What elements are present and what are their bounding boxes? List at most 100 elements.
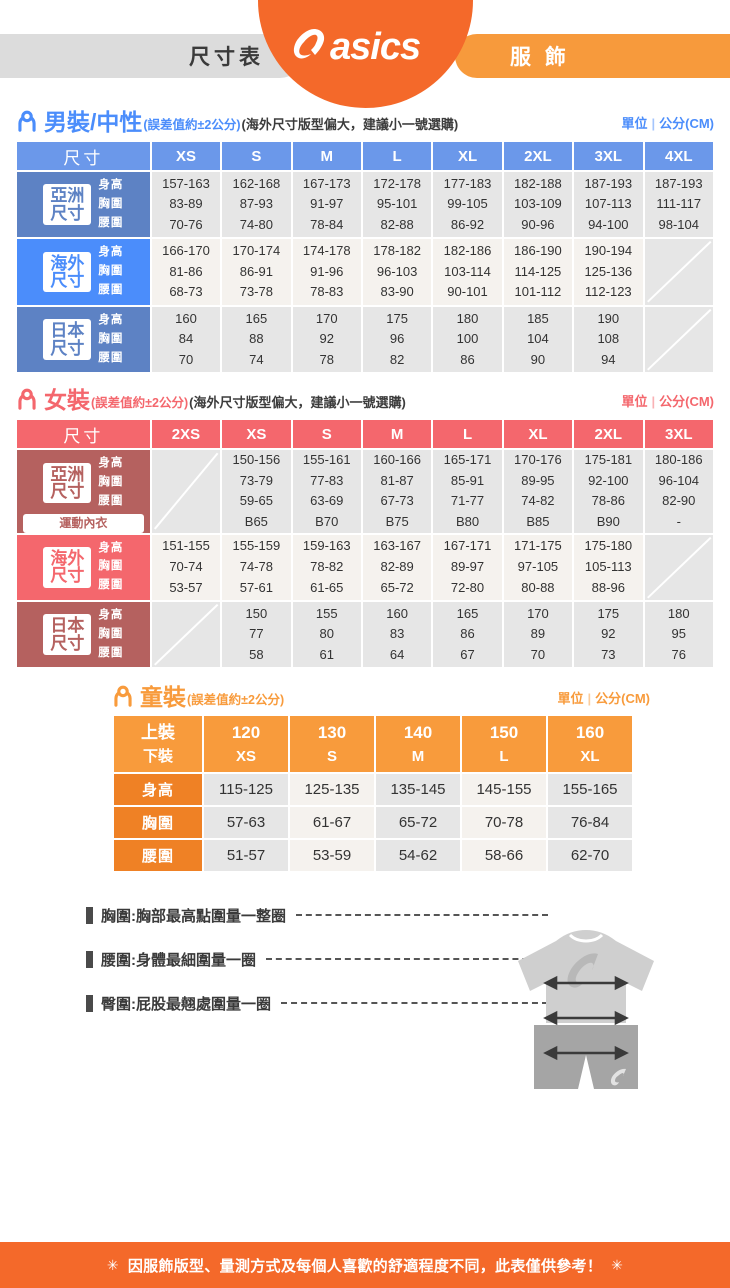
table-row: 亞洲 尺寸 身高 胸圍 腰圍 運動內衣 150-156 73-79 59-65 B65 155-16… [17, 450, 713, 533]
table-row: 海外 尺寸 身高 胸圍 腰圍 151-155 70-74 53-57 155-159 74-78 5… [17, 534, 713, 600]
cell: 180-186 96-104 82-90- [644, 450, 713, 533]
men-col-header-xl: XL [433, 142, 502, 170]
women-size-header: 尺寸 [17, 420, 150, 449]
cell: 150 77 58 [222, 601, 291, 668]
cell: 166-170 81-86 68-73 [151, 239, 221, 305]
cell: 178-182 96-103 83-90 [362, 239, 432, 305]
women-size-table: 尺寸 2XS XS S M L XL 2XL 3XL 亞洲 尺寸 身高 胸圍 腰圍 運動內衣 150-156 7… [15, 418, 715, 669]
cell: 155-161 77-83 63-69 B70 [292, 450, 361, 533]
metric-labels: 身高 胸圍 腰圍 [98, 313, 124, 364]
men-size-header: 尺寸 [17, 142, 150, 170]
kids-unit: 單位 | 公分(CM) [557, 691, 650, 707]
cell: 61-67 [290, 807, 374, 839]
extra-metric-label: 運動內衣 [23, 513, 144, 533]
asics-logo-icon: asics [293, 26, 421, 66]
cell: 182-188 103-109 90-96 [503, 172, 573, 238]
women-section-note2: (海外尺寸版型偏大，建議小一號選購) [189, 395, 406, 411]
bullet-icon [86, 950, 93, 968]
men-col-header-m: M [292, 142, 361, 170]
metric-labels: 身高 胸圍 腰圍 [98, 457, 124, 507]
cell: 167-173 91-97 78-84 [292, 172, 361, 238]
women-section-title: 女裝 [44, 387, 90, 414]
cell: 167-171 89-97 72-80 [433, 534, 502, 600]
kids-table-header-row: 上裝 下裝 120 XS 130 S 140 M 150 L 160 XL [114, 716, 632, 773]
cell: 180 95 76 [644, 601, 713, 668]
cell: 187-193 107-113 94-100 [574, 172, 643, 238]
cell: 165-171 85-91 71-77 B80 [433, 450, 502, 533]
women-col-header-s: S [292, 420, 361, 449]
women-unit-label: 單位 [621, 394, 648, 410]
cell: 177-183 99-105 86-92 [433, 172, 502, 238]
kids-metric-label: 胸圍 [114, 807, 202, 839]
men-group-label-0: 亞洲 尺寸 身高 胸圍 腰圍 [17, 172, 150, 238]
women-col-header-2xl: 2XL [574, 420, 643, 449]
footer-disclaimer-text: 因服飾版型、量測方式及每個人喜歡的舒適程度不同，此表僅供參考！ [127, 1257, 603, 1275]
cell: 70-78 [462, 807, 546, 839]
men-unit: 單位 | 公分(CM) [621, 116, 714, 131]
men-col-header-3xl: 3XL [574, 142, 643, 170]
cell: 163-167 82-89 65-72 [362, 534, 432, 600]
women-col-header-l: L [433, 420, 502, 449]
men-col-header-s: S [222, 142, 291, 170]
page-header: 尺寸表 服 飾 asics [0, 0, 730, 108]
kids-section-header: 童裝 (誤差值約±2公分) 單位 | 公分(CM) [0, 685, 730, 709]
legend-item-label: 腰圍:身體最細圍量一圈 [101, 951, 256, 969]
cell: 54-62 [376, 840, 460, 872]
women-group-label-0: 亞洲 尺寸 身高 胸圍 腰圍運動內衣 [17, 450, 150, 533]
men-section-note2: (海外尺寸版型偏大，建議小一號選購) [241, 117, 459, 132]
star-icon: ✳ [106, 1256, 119, 1273]
cell: 57-63 [204, 807, 288, 839]
person-icon [18, 388, 36, 411]
cell: 160 83 64 [362, 601, 432, 668]
women-table-header-row: 尺寸 2XS XS S M L XL 2XL 3XL [17, 420, 713, 449]
table-row: 腰圍 51-57 53-59 54-62 58-66 62-70 [114, 840, 632, 872]
cell: 186-190 114-125 101-112 [503, 239, 573, 305]
cell: 170 92 78 [292, 306, 361, 373]
cell [644, 239, 713, 305]
cell: 62-70 [548, 840, 632, 872]
group-name: 亞洲 尺寸 [43, 184, 92, 226]
women-section-note: (誤差值約±2公分) [91, 396, 189, 411]
legend-item: 胸圍:胸部最高點圍量一整圈 [0, 897, 730, 933]
table-row: 日本 尺寸 身高 胸圍 腰圍 160 84 70 165 88 74 170 92 78 175 96 82 18… [17, 306, 713, 373]
group-name: 海外 尺寸 [43, 546, 92, 588]
women-col-header-xs: XS [222, 420, 291, 449]
group-name: 日本 尺寸 [43, 319, 92, 360]
women-col-header-2xs: 2XS [151, 420, 221, 449]
cell: 160 84 70 [151, 306, 221, 373]
women-group-label-1: 海外 尺寸 身高 胸圍 腰圍 [17, 534, 150, 600]
kids-col-header-120: 120 XS [204, 716, 288, 773]
cell: 174-178 91-96 78-83 [292, 239, 361, 305]
women-col-header-m: M [362, 420, 432, 449]
cell: 115-125 [204, 774, 288, 806]
men-unit-label: 單位 [621, 116, 648, 131]
group-name: 亞洲 尺寸 [43, 462, 92, 504]
table-row: 身高 115-125 125-135 135-145 145-155 155-165 [114, 774, 632, 806]
header-tab-size-chart-label: 尺寸表 [189, 46, 264, 69]
cell: 175 96 82 [362, 306, 432, 373]
kids-metric-label: 身高 [114, 774, 202, 806]
men-unit-value: 公分(CM) [659, 116, 714, 131]
leader-line [281, 1002, 548, 1005]
cell [151, 450, 221, 533]
women-group-label-2: 日本 尺寸 身高 胸圍 腰圍 [17, 601, 150, 668]
cell: 162-168 87-93 74-80 [222, 172, 291, 238]
legend-item: 臀圍:屁股最翹處圍量一圈 [0, 985, 730, 1021]
cell: 175-180 105-113 88-96 [574, 534, 643, 600]
cell: 155-159 74-78 57-61 [222, 534, 291, 600]
metric-labels: 身高 胸圍 腰圍 [98, 541, 124, 592]
kids-col-header-150: 150 L [462, 716, 546, 773]
men-section-header: 男裝/中性 (誤差值約±2公分) (海外尺寸版型偏大，建議小一號選購) 單位 | 公… [0, 110, 730, 134]
cell: 172-178 95-101 82-88 [362, 172, 432, 238]
kids-section-note: (誤差值約±2公分) [187, 693, 285, 708]
kids-garment-labels: 上裝 下裝 [114, 716, 202, 773]
women-unit: 單位 | 公分(CM) [621, 394, 714, 410]
group-name: 日本 尺寸 [43, 614, 92, 656]
table-row: 日本 尺寸 身高 胸圍 腰圍 150 77 58 155 80 61 160 83 64 165 86 67 17… [17, 601, 713, 668]
cell: 65-72 [376, 807, 460, 839]
cell: 165 88 74 [222, 306, 291, 373]
group-name: 海外 尺寸 [43, 251, 92, 293]
cell: 51-57 [204, 840, 288, 872]
cell [151, 601, 221, 668]
